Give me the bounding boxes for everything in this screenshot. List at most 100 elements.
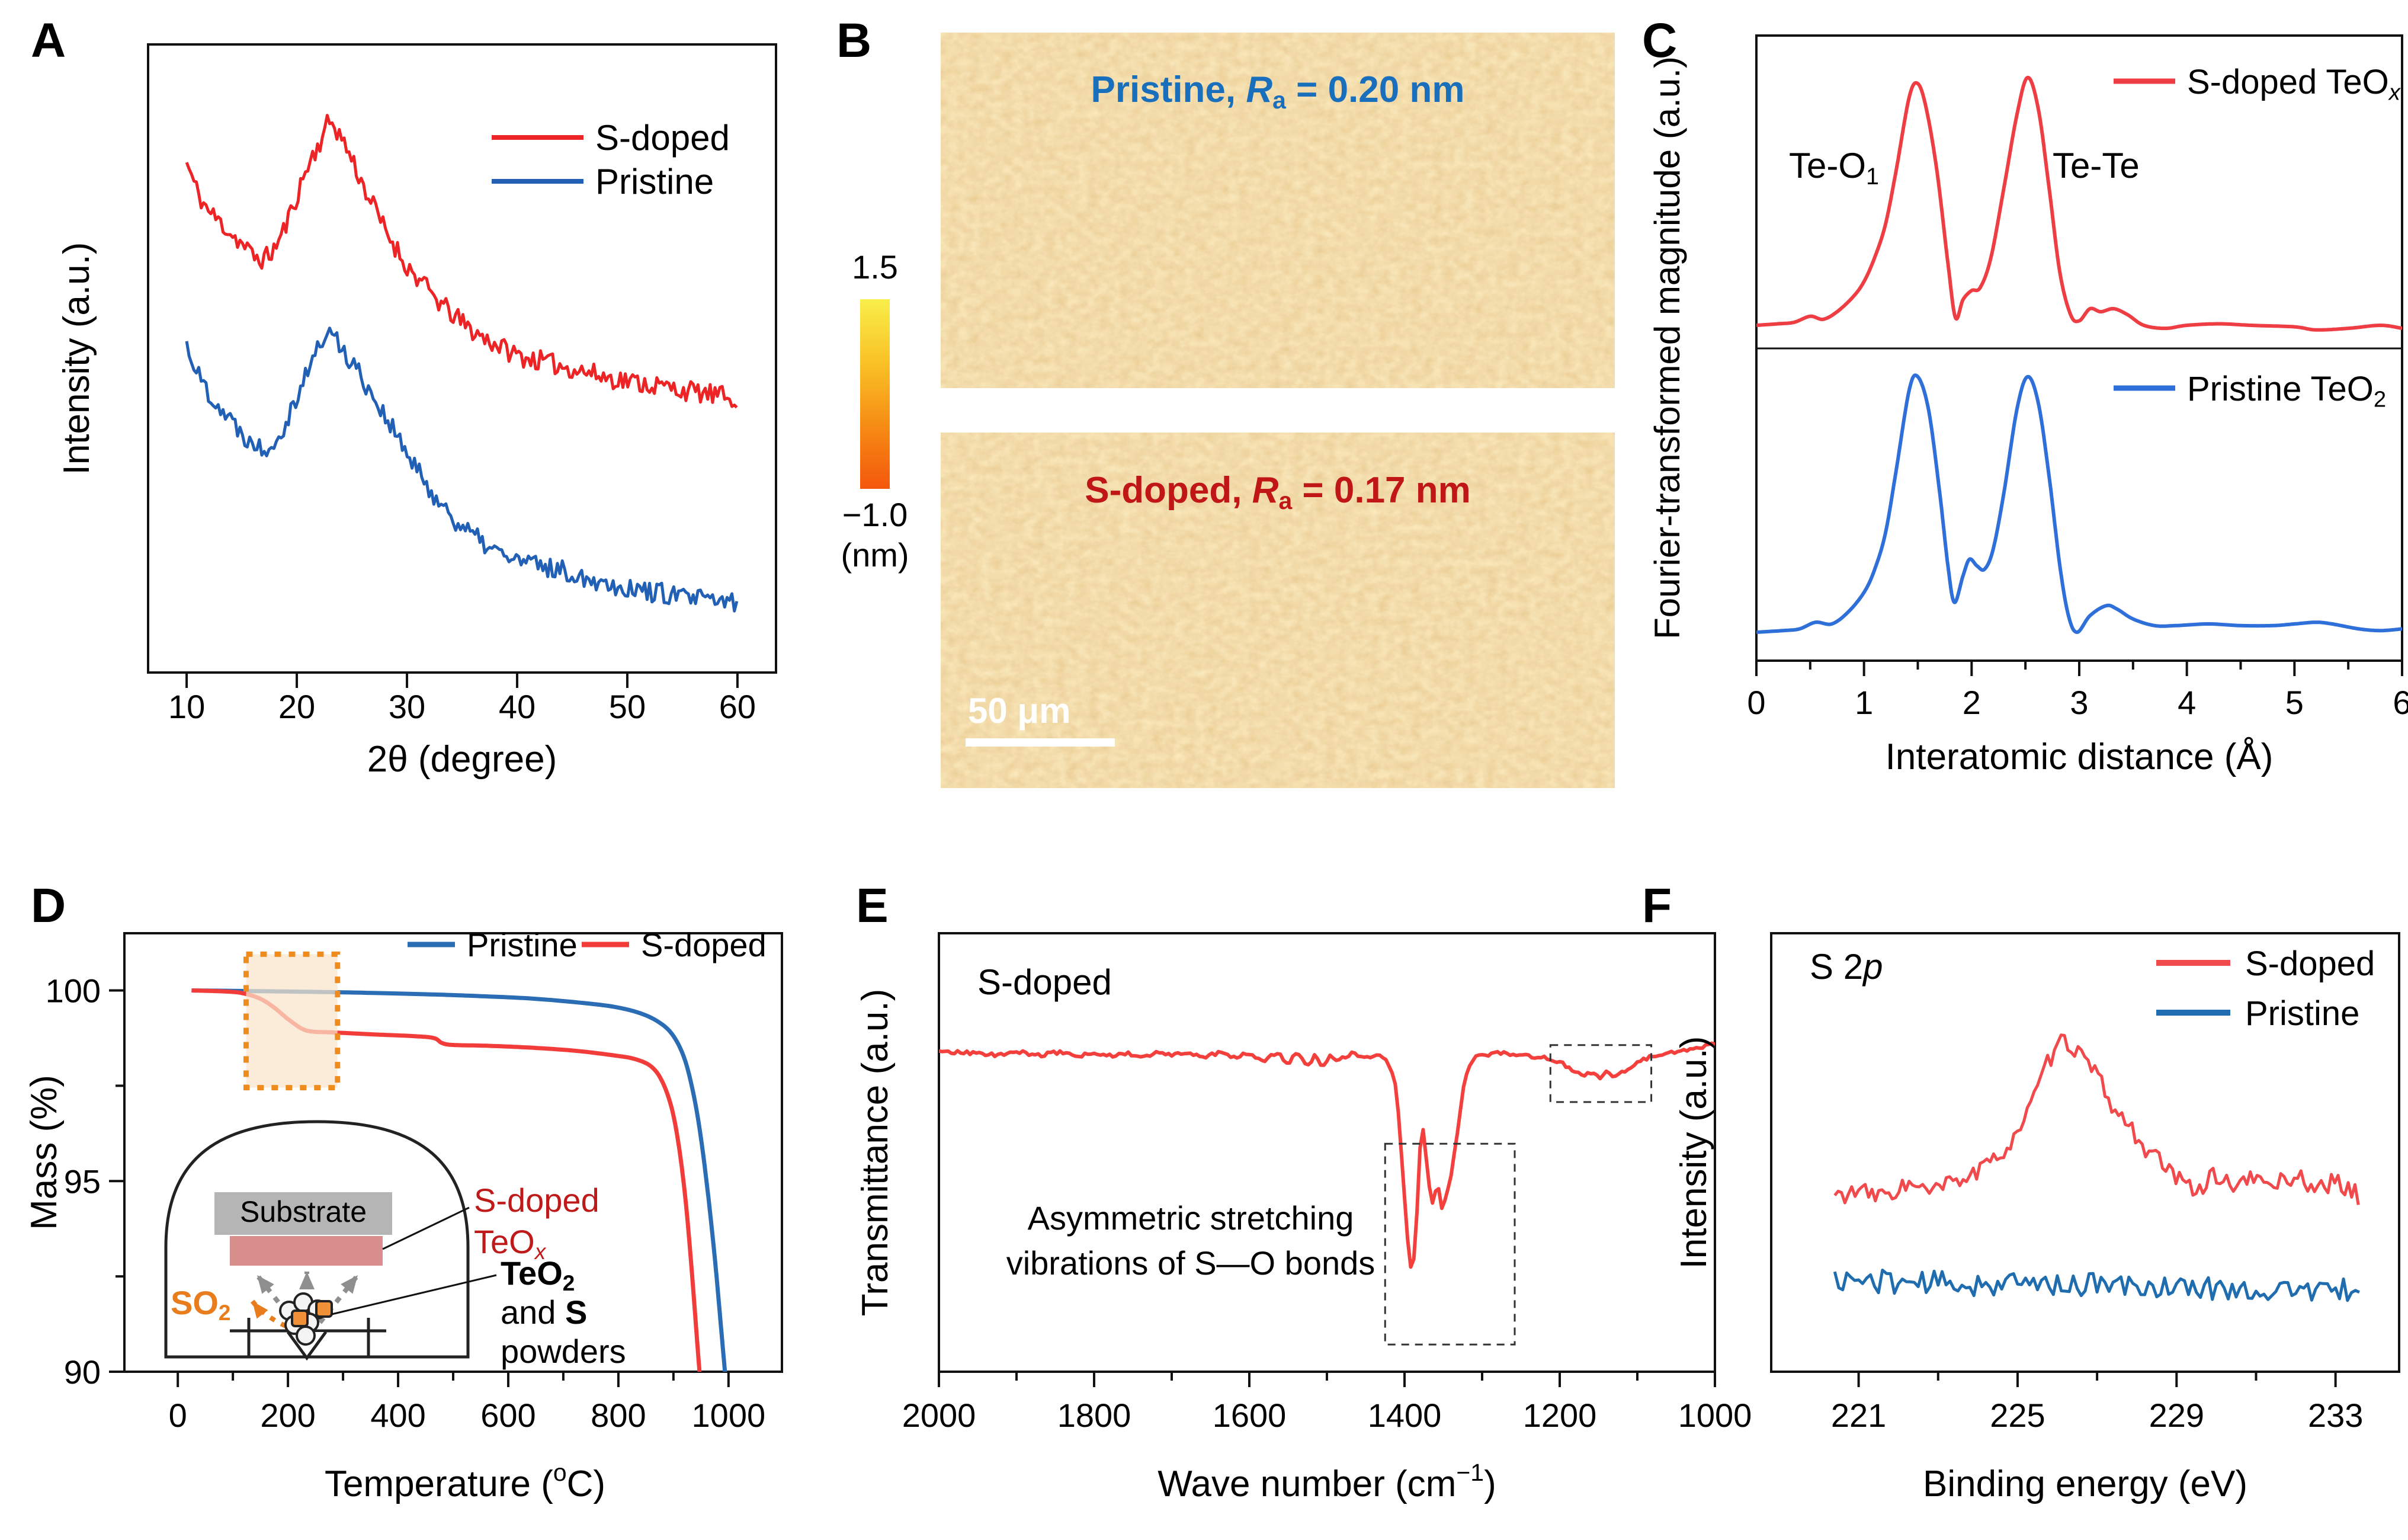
sulfur-powder-particle — [291, 1310, 309, 1327]
colorbar — [860, 299, 890, 489]
panel-e-xlabel: Wave number (cm−1) — [1157, 1459, 1496, 1504]
x-tick-label: 6 — [2393, 684, 2408, 721]
legend-label-pristine: Pristine — [467, 926, 578, 963]
panel-label-b: B — [836, 14, 872, 68]
scalebar-label: 50 μm — [968, 691, 1070, 731]
peak-annotation-te-te: Te-Te — [2053, 146, 2140, 185]
xps-curve-s-doped — [1833, 1033, 2360, 1205]
peak-annotation-te-o1: Te-O1 — [1789, 146, 1879, 190]
x-tick-label: 1 — [1855, 684, 1873, 721]
x-tick-label: 600 — [480, 1397, 536, 1434]
panel-f-ylabel: Intensity (a.u.) — [1673, 1036, 1714, 1269]
evaporation-arrow-line — [318, 1273, 360, 1324]
film-rect — [230, 1236, 383, 1266]
evaporation-arrow-line — [255, 1273, 297, 1324]
x-tick-label: 1800 — [1057, 1397, 1131, 1434]
x-tick-label: 400 — [370, 1397, 425, 1434]
x-tick-label: 800 — [591, 1397, 646, 1434]
panel-e-title: S-doped — [977, 962, 1112, 1002]
x-tick-label: 40 — [499, 688, 536, 725]
xrd-curve-s-doped — [185, 114, 738, 409]
afm-title-sdoped: S-doped, Ra = 0.17 nm — [1085, 470, 1471, 514]
so2-label: SO2 — [171, 1284, 230, 1325]
teo2-powder-particle — [296, 1326, 316, 1346]
legend-label-sdoped-teox: S-doped TeOx — [2187, 63, 2401, 105]
x-tick-label: 0 — [169, 1397, 187, 1434]
panel-label-d: D — [31, 879, 66, 933]
powder-label-line: TeO2 — [501, 1254, 575, 1295]
x-tick-label: 2 — [1963, 684, 1981, 721]
x-tick-label: 1000 — [692, 1397, 766, 1434]
x-tick-label: 5 — [2285, 684, 2304, 721]
arrow-head-icon — [299, 1272, 315, 1289]
x-tick-label: 10 — [168, 688, 205, 725]
film-label-line: TeOx — [474, 1223, 547, 1264]
film-leader-line — [382, 1206, 470, 1250]
panel-a-ylabel: Intensity (a.u.) — [56, 242, 97, 475]
legend-label-s-doped: S-doped — [595, 118, 730, 158]
legend-label-s-doped: S-doped — [641, 926, 767, 963]
x-tick-label: 30 — [389, 688, 425, 725]
exafs-curve-top — [1756, 75, 2402, 332]
legend-label-pristine: Pristine — [2245, 994, 2359, 1033]
panel-f-title: S 2p — [1810, 947, 1883, 987]
panel-f-frame — [1770, 932, 2400, 1373]
x-tick-label: 1600 — [1213, 1397, 1287, 1434]
x-tick-label: 50 — [609, 688, 646, 725]
x-tick-label: 1200 — [1523, 1397, 1597, 1434]
xps-curve-pristine — [1833, 1269, 2360, 1302]
y-tick-label: 95 — [64, 1163, 101, 1200]
panel-c-ylabel: Fourier-transformed magnitude (a.u.) — [1647, 56, 1687, 639]
so2-arrow-line — [250, 1299, 299, 1333]
ftir-curve-sdoped — [939, 1041, 1715, 1269]
legend-label-pristine: Pristine — [595, 162, 714, 201]
panel-label-a: A — [31, 14, 66, 68]
panel-d-xlabel: Temperature (oC) — [325, 1459, 605, 1504]
panel-label-f: F — [1642, 879, 1672, 933]
y-tick-label: 90 — [64, 1353, 101, 1391]
x-tick-label: 1000 — [1678, 1397, 1752, 1434]
colorbar-min-label: −1.0 — [842, 496, 908, 533]
scalebar — [966, 738, 1115, 747]
ftir-dashed-box-2 — [1549, 1044, 1653, 1103]
tga-curve-pristine — [191, 988, 727, 1372]
panel-d-ylabel: Mass (%) — [24, 1075, 65, 1230]
ftir-dashed-box-1 — [1384, 1142, 1516, 1346]
colorbar-unit-label: (nm) — [841, 536, 909, 574]
panel-c-xlabel: Interatomic distance (Å) — [1886, 737, 2274, 777]
arrow-head-icon — [257, 1275, 274, 1294]
x-tick-label: 200 — [260, 1397, 315, 1434]
powder-label-line: powders — [501, 1333, 626, 1370]
panel-e-ylabel: Transmittance (a.u.) — [855, 989, 896, 1316]
afm-image-sdoped — [941, 433, 1615, 788]
x-tick-label: 233 — [2308, 1397, 2363, 1434]
x-tick-label: 2000 — [902, 1397, 976, 1434]
x-tick-label: 60 — [719, 688, 756, 725]
arrow-head-icon — [252, 1301, 268, 1319]
panel-label-c: C — [1642, 14, 1678, 68]
x-tick-label: 229 — [2149, 1397, 2204, 1434]
x-tick-label: 1400 — [1368, 1397, 1442, 1434]
afm-title-pristine: Pristine, Ra = 0.20 nm — [1091, 69, 1465, 114]
panel-a-xlabel: 2θ (degree) — [367, 739, 557, 780]
substrate-label: Substrate — [240, 1195, 367, 1228]
legend-label-s-doped: S-doped — [2245, 945, 2375, 983]
y-tick-label: 100 — [46, 972, 101, 1010]
colorbar-max-label: 1.5 — [852, 248, 898, 286]
substrate-rect — [214, 1192, 392, 1235]
sulfur-powder-particle — [315, 1300, 333, 1318]
x-tick-label: 4 — [2178, 684, 2196, 721]
x-tick-label: 20 — [278, 688, 315, 725]
exafs-curve-bottom — [1756, 373, 2402, 634]
legend-label-pristine-teo2: Pristine TeO2 — [2187, 370, 2386, 412]
afm-image-pristine — [941, 33, 1615, 388]
xrd-curve-pristine — [185, 326, 739, 613]
film-label-line: S-doped — [474, 1182, 599, 1219]
ftir-annotation-line: Asymmetric stretching — [1028, 1199, 1354, 1237]
ftir-annotation-line: vibrations of S—O bonds — [1006, 1244, 1375, 1282]
panel-a-frame — [147, 43, 777, 674]
powder-label-line: and S — [501, 1294, 587, 1331]
panel-label-e: E — [856, 879, 889, 933]
x-tick-label: 3 — [2070, 684, 2088, 721]
x-tick-label: 225 — [1990, 1397, 2045, 1434]
